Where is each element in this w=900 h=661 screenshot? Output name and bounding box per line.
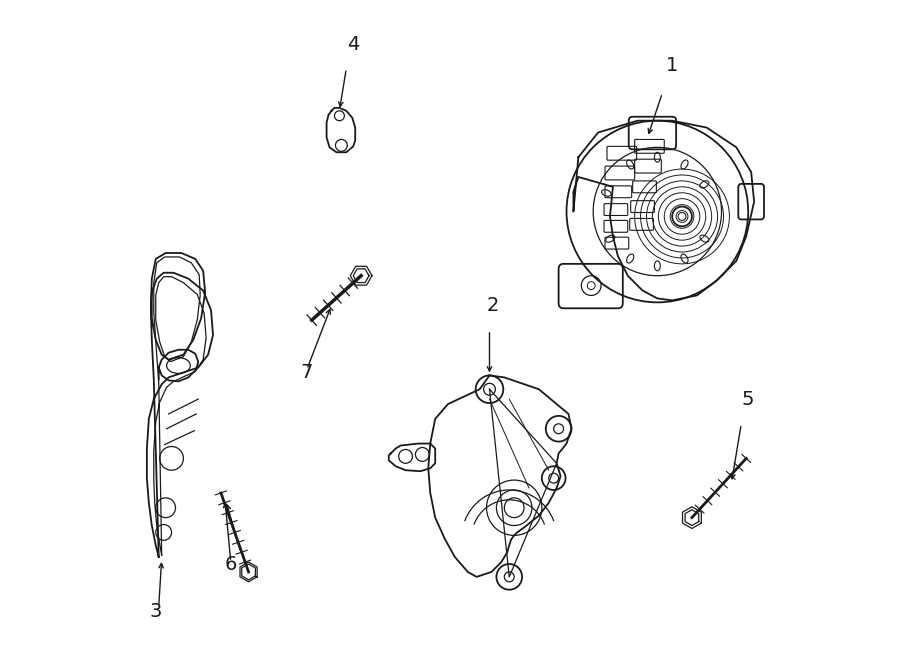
Text: 4: 4 bbox=[347, 34, 359, 54]
Text: 5: 5 bbox=[742, 390, 754, 409]
Text: 2: 2 bbox=[486, 296, 499, 315]
Text: 3: 3 bbox=[149, 602, 162, 621]
Text: 7: 7 bbox=[301, 364, 313, 382]
Text: 1: 1 bbox=[666, 56, 679, 75]
Text: 6: 6 bbox=[225, 555, 237, 574]
